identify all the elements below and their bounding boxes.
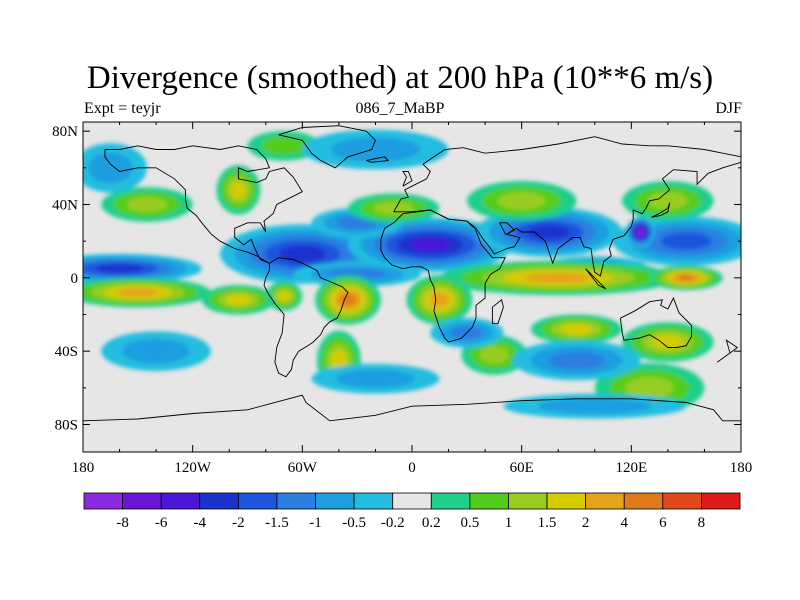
y-tick-label: 80N: [52, 124, 78, 140]
field-blob-22-2: [479, 346, 509, 364]
colorbar-swatch: [199, 492, 239, 510]
field-blob-11-5: [677, 274, 696, 281]
field-blob-9-4: [116, 288, 159, 297]
coastlines: [83, 125, 741, 422]
colorbar-swatch: [160, 492, 201, 510]
colorbar-swatch: [122, 492, 162, 510]
colorbar-swatch: [353, 492, 394, 510]
season-label: DJF: [715, 100, 742, 117]
coastline-5: [380, 209, 506, 343]
colorbar-label: -0.5: [342, 515, 366, 531]
colorbar-label: -2: [232, 515, 245, 531]
coastline-9: [366, 156, 390, 163]
field-blob-25-2: [625, 376, 674, 399]
colorbar-swatch: [315, 492, 355, 510]
field-blob-33-1: [87, 152, 133, 184]
y-tick-label: 40S: [55, 344, 78, 360]
coastline-10: [491, 299, 504, 325]
colorbar-swatch: [508, 492, 548, 510]
colorbar-swatch: [237, 492, 278, 510]
coastline-4: [393, 161, 741, 277]
colorbar-label: 2: [582, 515, 590, 531]
colorbar-swatch: [623, 492, 664, 510]
field-blob-1-4: [278, 245, 326, 263]
field-blob-23-3: [560, 324, 593, 335]
colorbar-swatch: [662, 492, 702, 510]
field-blob-10-4: [524, 272, 593, 283]
colorbar-label: 4: [620, 515, 628, 531]
axes: 180 120W 60W 0 60E 120E 180 80N 40N 0 40S 80S: [52, 122, 752, 476]
y-tick-label: 0: [71, 271, 79, 287]
coastline-2: [278, 125, 376, 169]
divergence-field: [83, 129, 741, 419]
coastline-11: [585, 268, 607, 290]
colorbar-swatch: [392, 492, 432, 510]
field-blob-21-4: [430, 292, 449, 307]
field-blob-29-2: [548, 351, 605, 370]
colorbar-label: 0.5: [461, 515, 480, 531]
x-tick-label: 180: [72, 460, 95, 476]
experiment-label: Expt = teyjr: [84, 100, 161, 117]
field-blob-15-2: [497, 192, 547, 210]
colorbar-swatch: [585, 492, 625, 510]
x-tick-label: 60W: [288, 460, 318, 476]
colorbar-label: 1: [505, 515, 513, 531]
colorbar-swatch: [430, 492, 471, 510]
experiment-id-label: 086_7_MaBP: [355, 100, 445, 117]
coastline-6: [619, 296, 693, 348]
x-tick-label: 60E: [510, 460, 534, 476]
coastline-0: [104, 145, 303, 264]
colorbar-label: 6: [659, 515, 667, 531]
y-tick-label: 40N: [52, 198, 78, 214]
field-blob-30-1: [336, 369, 415, 388]
field-blob-16-2: [647, 192, 689, 210]
coastline-3: [393, 136, 741, 213]
field-blob-26-3: [225, 294, 252, 305]
field-blob-18-3: [277, 291, 291, 302]
colorbar-swatch: [546, 492, 587, 510]
colorbar: -8 -6 -4 -2 -1.5 -1 -0.5 -0.2 0.2 0.5 1 1.5 2 4 6 8: [83, 492, 741, 531]
field-blob-20-3: [331, 350, 347, 371]
coastline-1: [263, 257, 349, 378]
field-blob-24-3: [651, 335, 684, 349]
field-blob-4-3: [660, 232, 712, 250]
coastline-12: [651, 202, 671, 218]
coastline-8: [402, 171, 413, 187]
field-blob-31-1: [538, 398, 652, 414]
field-blob-19-5: [340, 293, 357, 306]
colorbar-label: -1.5: [265, 515, 289, 531]
coastline-13: [716, 339, 739, 363]
field-blob-28-1: [122, 338, 190, 364]
colorbar-swatch: [469, 492, 509, 510]
colorbar-label: -0.2: [381, 515, 405, 531]
colorbar-label: -4: [194, 515, 207, 531]
x-tick-label: 120E: [615, 460, 647, 476]
colorbar-label: 1.5: [538, 515, 557, 531]
colorbar-label: -8: [116, 515, 129, 531]
colorbar-swatch: [83, 492, 123, 510]
field-blob-13-3: [230, 181, 246, 199]
x-tick-label: 120W: [174, 460, 212, 476]
coastline-7: [83, 394, 741, 422]
colorbar-label: 0.2: [422, 515, 441, 531]
colorbar-label: 8: [698, 515, 706, 531]
y-tick-label: 80S: [55, 418, 78, 434]
field-blob-5-7: [637, 229, 644, 235]
field-blob-0-4: [96, 264, 144, 273]
chart-title: Divergence (smoothed) at 200 hPa (10**6 …: [86, 60, 714, 96]
colorbar-label: -6: [155, 515, 168, 531]
x-tick-label: 0: [408, 460, 416, 476]
colorbar-label: -1: [309, 515, 322, 531]
field-blob-12-2: [126, 196, 168, 213]
field-blob-17-1: [261, 136, 307, 155]
field-blob-2-5: [410, 238, 451, 252]
x-tick-label: 180: [730, 460, 753, 476]
colorbar-swatch: [701, 492, 741, 510]
colorbar-swatch: [276, 492, 316, 510]
